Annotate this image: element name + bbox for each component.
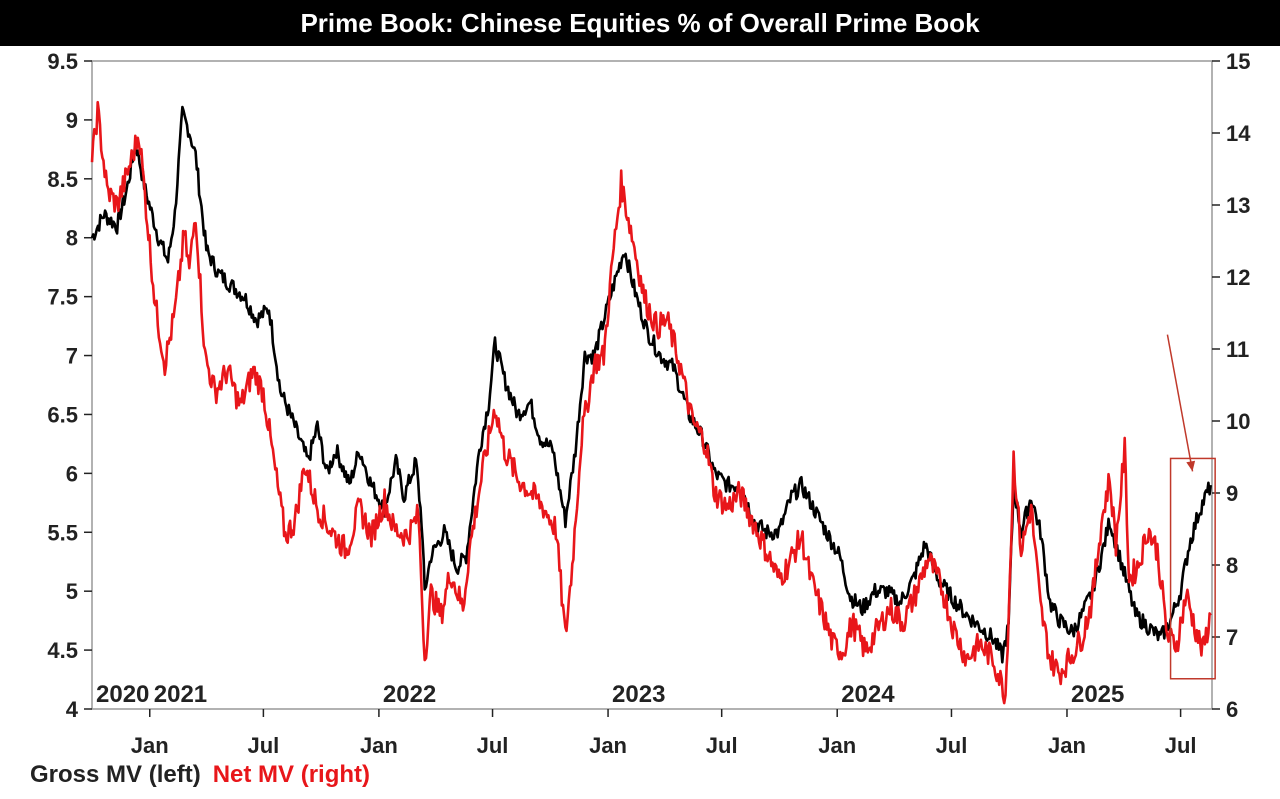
net-mv-line: [90, 100, 1212, 705]
chart-title: Prime Book: Chinese Equities % of Overal…: [0, 0, 1280, 46]
y-right-tick-label: 12: [1226, 265, 1250, 290]
y-left-tick-label: 9.5: [47, 49, 78, 74]
year-label: 2021: [154, 681, 207, 708]
y-right-tick-label: 13: [1226, 193, 1250, 218]
x-tick-label: Jan: [1048, 733, 1086, 758]
x-tick-label: Jan: [131, 733, 169, 758]
x-tick-label: Jul: [706, 733, 738, 758]
x-tick-label: Jul: [936, 733, 968, 758]
x-tick-label: Jan: [360, 733, 398, 758]
y-right-tick-label: 11: [1226, 337, 1249, 362]
y-left-tick-label: 8.5: [47, 167, 78, 192]
y-right-tick-label: 7: [1226, 625, 1238, 650]
y-left-tick-label: 6.5: [47, 402, 78, 427]
y-left-tick-label: 8: [66, 226, 78, 251]
x-tick-label: Jul: [247, 733, 279, 758]
y-right-tick-label: 8: [1226, 553, 1238, 578]
y-left-tick-label: 9: [66, 108, 78, 133]
y-left-tick-label: 4.5: [47, 638, 78, 663]
x-tick-label: Jul: [1165, 733, 1197, 758]
highlight-box: [1169, 457, 1216, 680]
y-right-tick-label: 15: [1226, 49, 1250, 74]
year-label: 2020: [96, 681, 149, 708]
x-tick-label: Jan: [818, 733, 856, 758]
x-tick-label: Jul: [477, 733, 509, 758]
legend-net-mv: Net MV (right): [212, 761, 370, 788]
plot-frame: [91, 60, 1213, 710]
legend-gross-mv: Gross MV (left): [30, 761, 201, 788]
y-left-tick-label: 6: [66, 461, 78, 486]
year-label: 2023: [612, 681, 665, 708]
legend: Gross MV (left) Net MV (right): [30, 760, 370, 790]
annotation-arrow-line: [1166, 334, 1194, 472]
y-left-tick-label: 7: [66, 344, 78, 369]
year-label: 2022: [383, 681, 436, 708]
year-label: 2025: [1071, 681, 1124, 708]
y-right-tick-label: 10: [1226, 409, 1250, 434]
x-tick-label: Jan: [589, 733, 627, 758]
y-right-tick-label: 9: [1226, 481, 1238, 506]
y-right-tick-label: 6: [1226, 697, 1238, 722]
y-right-tick-label: 14: [1226, 121, 1251, 146]
y-left-tick-label: 7.5: [47, 285, 78, 310]
year-label: 2024: [841, 681, 895, 708]
annotation-arrow-head: [1186, 460, 1196, 472]
y-left-tick-label: 4: [66, 697, 79, 722]
gross-mv-line: [90, 105, 1212, 664]
y-left-tick-label: 5: [66, 579, 78, 604]
y-left-tick-label: 5.5: [47, 520, 78, 545]
